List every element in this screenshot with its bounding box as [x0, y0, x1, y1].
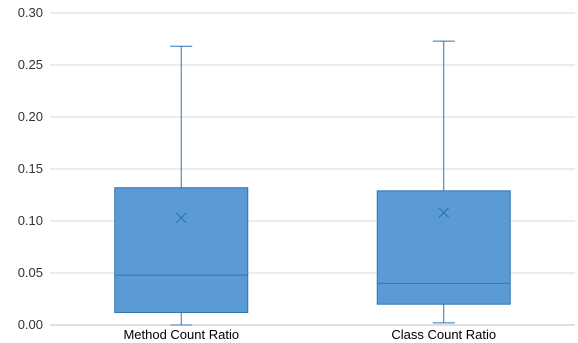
iqr-box: [114, 187, 249, 314]
box-series-1: [114, 45, 249, 326]
y-tick-label: 0.25: [18, 57, 43, 72]
y-axis-ticks: 0.00 0.05 0.10 0.15 0.20 0.25 0.30: [18, 5, 43, 332]
y-tick-label: 0.10: [18, 213, 43, 228]
mean-marker-stroke: [175, 212, 187, 224]
x-axis-categories: Method Count Ratio Class Count Ratio: [123, 327, 496, 342]
mean-marker-stroke: [438, 207, 450, 219]
iqr-box: [376, 190, 511, 305]
y-tick-label: 0.00: [18, 317, 43, 332]
x-category-label: Method Count Ratio: [123, 327, 239, 342]
boxes: [114, 40, 511, 326]
box-series-2: [376, 40, 511, 324]
y-tick-label: 0.15: [18, 161, 43, 176]
y-tick-label: 0.30: [18, 5, 43, 20]
x-category-label: Class Count Ratio: [391, 327, 496, 342]
y-tick-label: 0.05: [18, 265, 43, 280]
y-tick-label: 0.20: [18, 109, 43, 124]
